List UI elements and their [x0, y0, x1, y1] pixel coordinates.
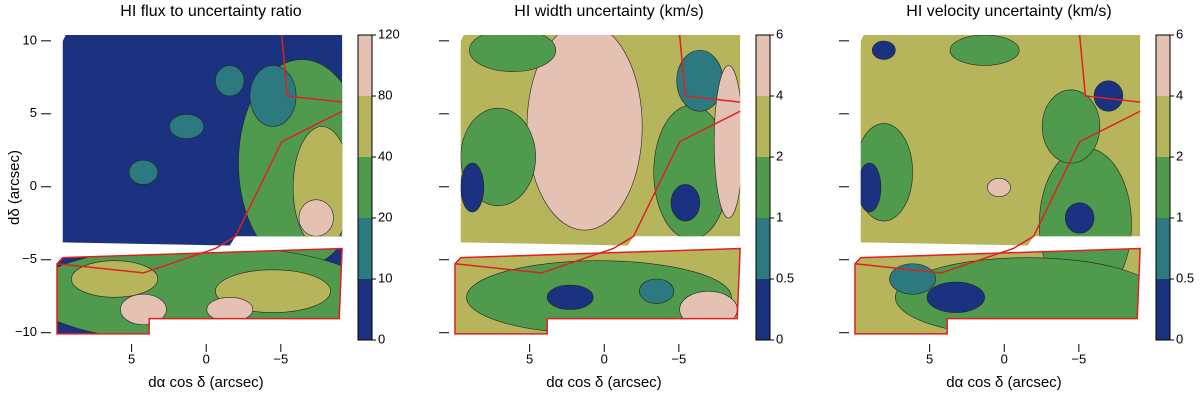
map-region: [460, 162, 485, 213]
map-region: [670, 184, 701, 222]
colorbar-band: [756, 218, 770, 279]
region-boundary: [678, 34, 741, 103]
colorbar-label: 0: [776, 331, 783, 346]
map: [455, 35, 741, 334]
map-region: [713, 65, 741, 219]
colorbar-band: [756, 35, 770, 96]
x-tick-label: 5: [926, 351, 933, 366]
region-boundary: [280, 34, 343, 103]
colorbar-label: 6: [776, 26, 783, 41]
colorbar-frame: [755, 34, 771, 341]
colorbar-band: [756, 96, 770, 157]
x-axis-label: dα cos δ (arcsec): [148, 374, 263, 391]
map-region: [926, 281, 985, 313]
map-region: [987, 178, 1011, 197]
x-tick-label: 5: [526, 351, 533, 366]
map-region: [679, 290, 738, 329]
x-axis-label: dα cos δ (arcsec): [546, 374, 661, 391]
colorbar-label: 20: [378, 209, 392, 224]
region-boundary: [854, 110, 1141, 274]
map-region: [1093, 80, 1124, 112]
colorbar-band: [756, 279, 770, 340]
map-region: [71, 260, 159, 298]
map: [57, 35, 343, 334]
colorbar-band: [756, 157, 770, 218]
colorbar-label: 1: [776, 209, 783, 224]
colorbar-band: [358, 96, 372, 157]
x-tick-label: 0: [203, 351, 210, 366]
y-tick-label: 0: [30, 178, 37, 193]
region-boundary: [1078, 34, 1141, 103]
map-region: [1041, 89, 1101, 164]
region-outline: [56, 247, 343, 335]
map-region: [546, 284, 594, 310]
colorbar-band: [358, 157, 372, 218]
colorbar-label: 4: [1176, 87, 1183, 102]
panel-title: HI flux to uncertainty ratio: [120, 3, 302, 20]
colorbar-label: 2: [1176, 148, 1183, 163]
y-tick-label: −10: [15, 324, 37, 339]
x-tick-label: 0: [601, 351, 608, 366]
colorbar-band: [358, 218, 372, 279]
colorbar-band: [358, 35, 372, 96]
colorbar-label: 10: [378, 270, 392, 285]
map-region: [949, 35, 1020, 66]
map-region: [857, 162, 882, 213]
colorbar-label: 2: [776, 148, 783, 163]
map-region: [120, 293, 167, 326]
colorbar-band: [1156, 35, 1170, 96]
map: [855, 35, 1141, 334]
map-region: [298, 199, 334, 237]
y-tick-label: 10: [23, 32, 37, 47]
map-region: [1064, 202, 1095, 234]
region-outline: [854, 247, 1141, 335]
colorbar-label: 0.5: [776, 270, 794, 285]
x-tick-label: −5: [1071, 351, 1086, 366]
colorbar-band: [1156, 279, 1170, 340]
colorbar-label: 120: [378, 26, 400, 41]
region-boundary: [454, 110, 741, 274]
x-tick-label: −5: [671, 351, 686, 366]
colorbar-label: 40: [378, 148, 392, 163]
colorbar-label: 0.5: [1176, 270, 1194, 285]
y-tick-label: −5: [22, 251, 37, 266]
colorbar-band: [1156, 157, 1170, 218]
x-tick-label: 5: [128, 351, 135, 366]
map-region: [169, 114, 205, 140]
x-axis-label: dα cos δ (arcsec): [946, 374, 1061, 391]
colorbar-label: 0: [1176, 331, 1183, 346]
y-axis-label: dδ (arcsec): [6, 150, 23, 225]
colorbar-label: 4: [776, 87, 783, 102]
colorbar-label: 1: [1176, 209, 1183, 224]
map-region: [871, 40, 896, 60]
colorbar-band: [1156, 218, 1170, 279]
x-tick-label: 0: [1001, 351, 1008, 366]
panel-title: HI velocity uncertainty (km/s): [906, 3, 1111, 20]
map-region: [639, 278, 675, 304]
map-region: [469, 35, 557, 72]
colorbar-label: 0: [378, 331, 385, 346]
colorbar-label: 6: [1176, 26, 1183, 41]
colorbar-frame: [357, 34, 373, 341]
colorbar-band: [1156, 96, 1170, 157]
map-region: [128, 159, 159, 185]
colorbar-frame: [1155, 34, 1171, 341]
colorbar-label: 80: [378, 87, 392, 102]
y-tick-label: 5: [30, 105, 37, 120]
region-boundary: [56, 110, 343, 274]
colorbar-band: [358, 279, 372, 340]
panel-title: HI width uncertainty (km/s): [514, 3, 703, 20]
x-tick-label: −5: [273, 351, 288, 366]
map-region: [215, 65, 245, 97]
map-region: [249, 65, 297, 127]
map-region: [895, 257, 1141, 334]
region-outline: [454, 247, 741, 335]
